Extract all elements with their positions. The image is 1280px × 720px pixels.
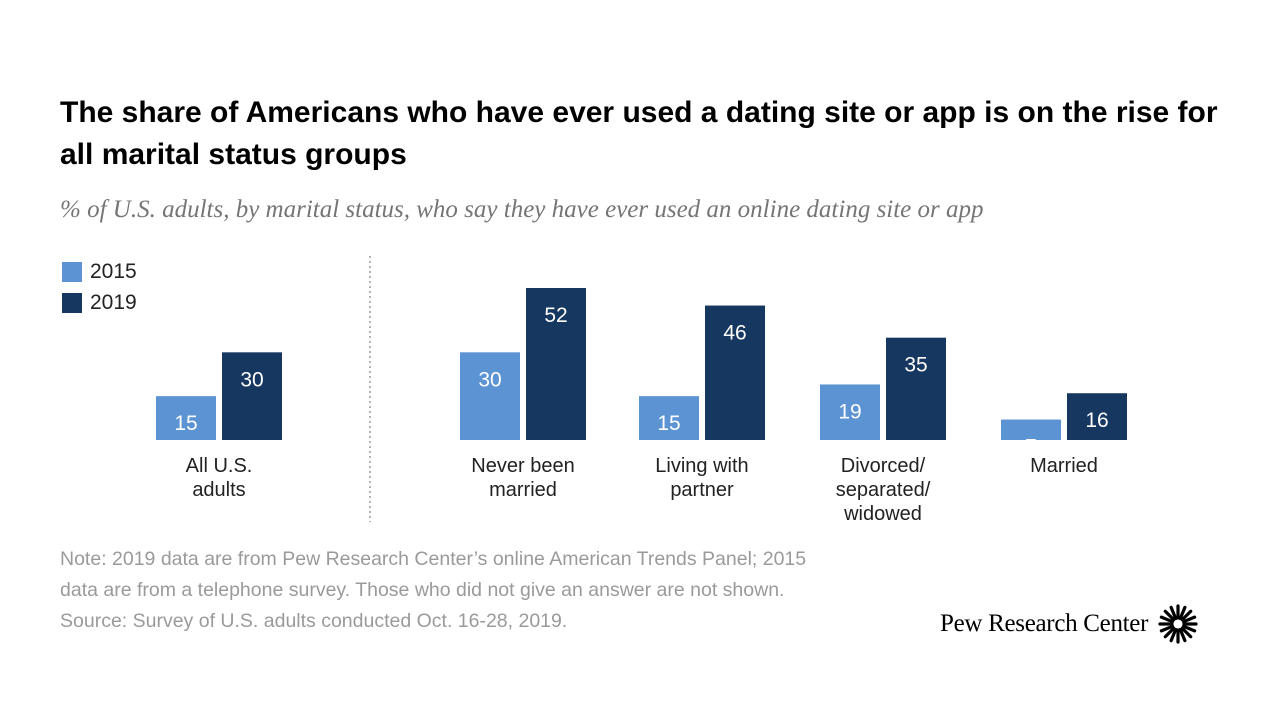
sunburst-ray xyxy=(1182,624,1197,633)
category-label-3-line-0: Divorced/ xyxy=(841,455,926,477)
sunburst-ray xyxy=(1180,626,1193,639)
data-label-2019-cat-1: 52 xyxy=(544,304,567,327)
category-label-4-line-0: Married xyxy=(1030,455,1098,477)
bar-2015-cat-3 xyxy=(820,384,880,440)
chart-title: The share of Americans who have ever use… xyxy=(60,96,1218,171)
data-label-2015-cat-4: 7 xyxy=(1025,436,1037,459)
data-label-2019-cat-2: 46 xyxy=(723,322,746,345)
sunburst-ray xyxy=(1178,627,1187,643)
sunburst-ray xyxy=(1180,609,1193,622)
category-label-3-line-2: widowed xyxy=(843,503,922,525)
category-label-0-line-1: adults xyxy=(192,479,245,501)
source-line: Source: Survey of U.S. adults conducted … xyxy=(60,610,568,632)
data-label-2015-cat-2: 15 xyxy=(657,412,680,435)
category-label-1-line-1: married xyxy=(489,479,557,501)
bar-2015-cat-4 xyxy=(1001,419,1061,440)
sunburst-ray xyxy=(1169,605,1178,621)
category-label-1-line-0: Never been xyxy=(471,455,574,477)
bar-2015-cat-2 xyxy=(639,396,699,440)
category-label-2-line-1: partner xyxy=(670,479,734,501)
sunburst-ray xyxy=(1159,624,1175,633)
bar-2019-cat-1 xyxy=(526,288,586,440)
bar-2019-cat-4 xyxy=(1067,393,1127,440)
category-label-2-line-0: Living with xyxy=(655,455,748,477)
note-line-1: Note: 2019 data are from Pew Research Ce… xyxy=(60,548,807,570)
category-label-0-line-0: All U.S. xyxy=(186,455,253,477)
data-label-2019-cat-4: 16 xyxy=(1085,409,1108,432)
bar-2019-cat-3 xyxy=(886,337,946,440)
bar-2019-cat-0 xyxy=(222,352,282,440)
legend-swatch-2019 xyxy=(62,293,82,313)
sunburst-ray xyxy=(1169,627,1178,643)
sunburst-ray xyxy=(1178,605,1187,621)
sunburst-ray xyxy=(1163,626,1176,639)
data-label-2019-cat-3: 35 xyxy=(904,354,927,377)
legend-item-2019: 2019 xyxy=(62,291,137,314)
pew-sunburst-icon xyxy=(1158,604,1198,644)
data-label-2015-cat-3: 19 xyxy=(838,400,861,423)
footnote: Note: 2019 data are from Pew Research Ce… xyxy=(60,544,960,637)
chart-subtitle: % of U.S. adults, by marital status, who… xyxy=(60,196,984,223)
pew-logo: Pew Research Center xyxy=(940,604,1198,644)
legend-swatch-2015 xyxy=(62,262,82,282)
sunburst-ray xyxy=(1159,615,1175,624)
bar-2019-cat-2 xyxy=(705,305,765,440)
data-label-2015-cat-0: 15 xyxy=(174,412,197,435)
data-label-2019-cat-0: 30 xyxy=(240,368,263,391)
legend-item-2015: 2015 xyxy=(62,260,137,283)
bar-2015-cat-1 xyxy=(460,352,520,440)
bar-chart: 15 30 30 52 15 46 19 35 7 16 All U.S.adults Never … xyxy=(156,256,1127,525)
sunburst-ray xyxy=(1182,615,1197,624)
bars-layer: 15 30 30 52 15 46 19 35 7 16 xyxy=(156,288,1127,459)
logo-text: Pew Research Center xyxy=(940,610,1149,637)
legend-label-2015: 2015 xyxy=(90,260,137,283)
category-label-3-line-1: separated/ xyxy=(836,479,931,501)
note-line-2: data are from a telephone survey. Those … xyxy=(60,579,785,601)
sunburst-ray xyxy=(1163,609,1176,622)
legend-label-2019: 2019 xyxy=(90,291,137,314)
bar-2015-cat-0 xyxy=(156,396,216,440)
data-label-2015-cat-1: 30 xyxy=(478,368,501,391)
